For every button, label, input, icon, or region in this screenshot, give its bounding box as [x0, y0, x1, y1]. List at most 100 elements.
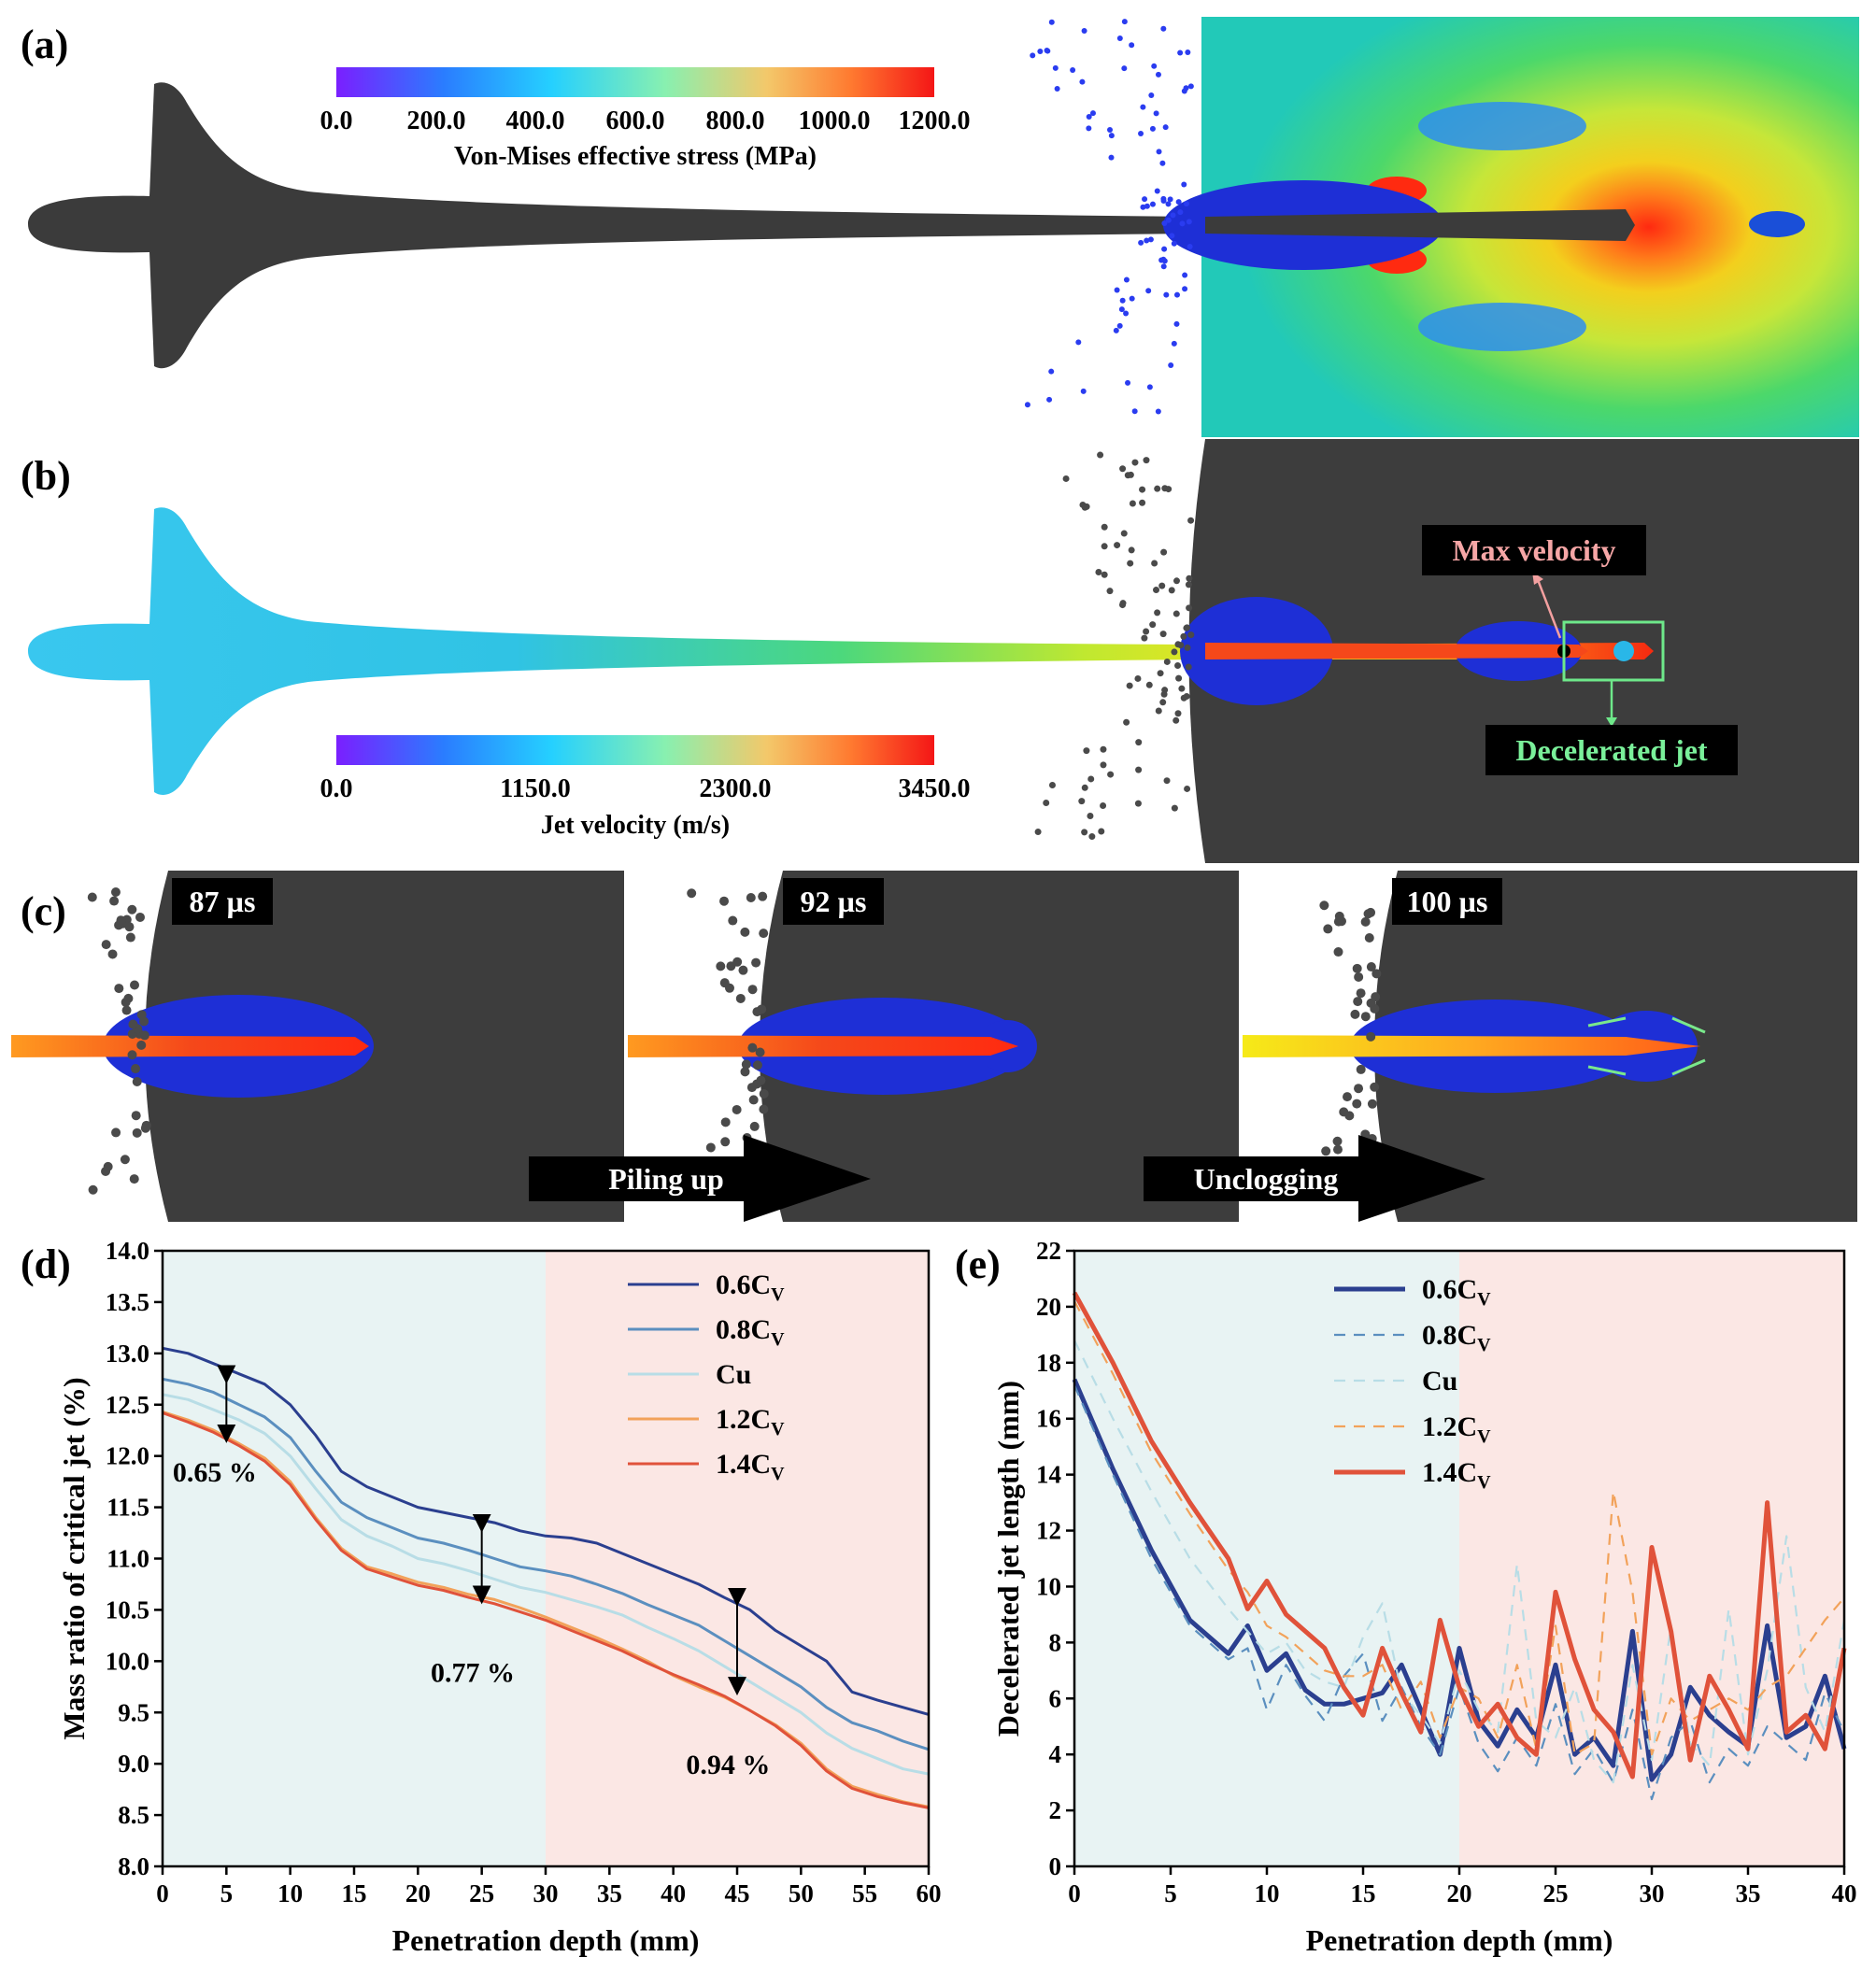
spray-particle	[759, 1088, 769, 1099]
colorbar-stress-tick: 800.0	[706, 106, 765, 135]
y-tick-label: 11.0	[107, 1545, 149, 1573]
spray-particle	[752, 1007, 762, 1017]
spray-particle	[1145, 681, 1153, 688]
spray-particle	[1185, 49, 1191, 55]
spray-particle	[1097, 451, 1104, 459]
spray-particle	[1080, 388, 1087, 394]
flow-arrows-100us	[1587, 1016, 1706, 1076]
spray-particle	[140, 1123, 150, 1133]
spray-particle	[1171, 648, 1178, 656]
spray-particle	[732, 1104, 742, 1114]
spray-particle	[1101, 571, 1108, 578]
spray-particle	[1100, 745, 1107, 753]
spray-particle	[1081, 829, 1088, 836]
spray-particle	[687, 888, 697, 899]
spray-particle	[735, 993, 746, 1003]
spray-particle	[1037, 49, 1044, 55]
spray-particle	[88, 1184, 98, 1195]
spray-particle	[1169, 233, 1175, 239]
decelerated-jet-box-label	[1485, 725, 1738, 775]
spray-particle	[1173, 291, 1180, 298]
time-label-92us: 92 µs	[801, 885, 867, 918]
y-tick-label: 4	[1049, 1740, 1062, 1768]
chart-mass-ratio: (d) Mass ratio of critical jet (%) Penet…	[21, 1237, 942, 1957]
spray-particle	[1350, 1009, 1360, 1019]
spray-particle	[116, 915, 126, 926]
colorbar-velocity-title: Jet velocity (m/s)	[541, 811, 730, 840]
decelerated-jet-arrowhead	[1606, 717, 1617, 727]
x-tick-label: 60	[917, 1879, 942, 1907]
unclogging-label: Unclogging	[1194, 1162, 1339, 1196]
spray-particle	[1178, 685, 1186, 692]
spray-particle	[1140, 204, 1146, 210]
spray-particle	[1078, 798, 1086, 805]
spray-particle	[747, 1042, 758, 1053]
spray-particle	[1081, 27, 1087, 34]
spray-particles-b	[1034, 451, 1195, 841]
spray-particle	[1131, 408, 1138, 415]
colorbar-velocity-tick: 3450.0	[899, 774, 971, 803]
spray-particle	[1138, 239, 1144, 246]
piling-up-label: Piling up	[608, 1162, 724, 1196]
time-box-100us	[1392, 878, 1502, 925]
spray-particle	[1153, 110, 1159, 117]
y-tick-label: 2	[1049, 1796, 1062, 1824]
y-tick-label: 8.0	[118, 1852, 149, 1880]
spray-particle	[1087, 775, 1095, 783]
spray-particle	[740, 927, 750, 937]
spray-particle	[1171, 804, 1178, 812]
spray-particle	[751, 957, 761, 968]
spray-particle	[716, 961, 726, 971]
spray-particle	[1139, 499, 1146, 506]
spray-particle	[1158, 257, 1165, 263]
colorbar-stress	[336, 67, 934, 97]
spray-particle	[1114, 542, 1121, 549]
spray-particle	[1160, 195, 1167, 202]
spray-particle	[1172, 577, 1180, 585]
series-line-12C	[1073, 1300, 1845, 1756]
spray-particle	[1155, 707, 1162, 715]
colorbar-stress-tick: 0.0	[320, 106, 353, 135]
y-axis-label-e: Decelerated jet length (mm)	[991, 1381, 1025, 1737]
spray-particle	[1187, 517, 1195, 524]
spray-particle	[1163, 777, 1171, 785]
spray-particle	[1089, 110, 1096, 117]
x-tick-label: 20	[405, 1879, 431, 1907]
spray-particle	[1168, 362, 1174, 369]
spray-particle	[746, 892, 756, 902]
spray-particle	[1160, 548, 1168, 556]
spray-particle	[132, 1127, 142, 1138]
spray-particle	[1030, 52, 1036, 59]
target-frame-87us	[145, 871, 624, 1222]
spray-particle	[1183, 693, 1190, 701]
spray-particle	[758, 891, 768, 901]
spray-particle	[1366, 907, 1376, 917]
y-tick-label: 8	[1049, 1628, 1062, 1656]
spray-particle	[101, 940, 111, 950]
spray-particle	[1161, 220, 1168, 226]
spray-particle	[1149, 201, 1156, 207]
colorbar-velocity-tick: 1150.0	[500, 774, 570, 803]
x-tick-label: 25	[469, 1879, 494, 1907]
spray-particle	[1184, 644, 1191, 651]
time-label-100us: 100 µs	[1407, 885, 1488, 918]
spray-particle	[1356, 1064, 1366, 1074]
spray-particle	[1108, 154, 1115, 161]
spray-particle	[1123, 310, 1130, 317]
spray-particle	[1155, 408, 1161, 415]
spray-particle	[114, 984, 124, 994]
spray-particle	[1177, 209, 1184, 216]
spray-particle	[1186, 604, 1193, 612]
spray-particle	[752, 1060, 762, 1070]
spray-particle	[1179, 220, 1186, 227]
y-tick-label: 12.0	[106, 1442, 149, 1470]
series-line-Cu	[162, 1393, 930, 1776]
spray-particle	[1353, 997, 1363, 1007]
spray-particle	[1107, 771, 1115, 778]
spray-particle	[1165, 201, 1172, 207]
spray-particle	[1323, 924, 1333, 934]
spray-particle	[1154, 188, 1160, 194]
x-tick-label: 30	[1640, 1879, 1665, 1907]
spray-particle	[746, 1083, 757, 1093]
spray-particle	[1168, 587, 1175, 594]
